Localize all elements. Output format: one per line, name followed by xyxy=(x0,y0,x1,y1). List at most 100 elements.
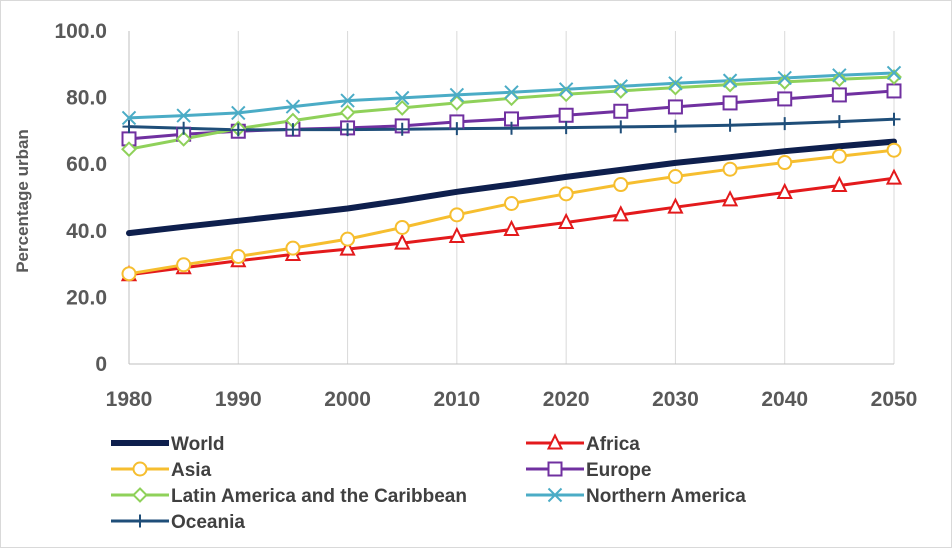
point-africa-2010 xyxy=(448,226,465,243)
x-tick-label-2010: 2010 xyxy=(433,388,480,411)
point-oceania-2010 xyxy=(450,122,464,136)
point-africa-2000 xyxy=(339,239,356,256)
point-europe-2030 xyxy=(667,99,683,115)
tick-labels: 1980 1990 2000 2010 2020 2030 2040 2050 0 20.0 40.… xyxy=(54,20,917,411)
point-africa-2035 xyxy=(721,190,739,207)
point-europe-2045 xyxy=(831,87,847,103)
point-oceania-2050 xyxy=(887,112,901,126)
point-asia-1990 xyxy=(230,248,246,264)
point-africa-2020 xyxy=(558,212,575,229)
legend-marker-northern-america xyxy=(547,487,563,503)
point-asia-2045 xyxy=(831,148,847,164)
point-northern-america-2025 xyxy=(613,79,628,94)
point-oceania-2035 xyxy=(723,118,737,132)
legend-item-europe: Europe xyxy=(526,460,651,481)
point-northern-america-2015 xyxy=(504,85,519,100)
point-latin-america-and-the-caribbean-2005 xyxy=(394,100,411,116)
x-tick-label-2030: 2030 xyxy=(652,388,699,411)
legend-label-oceania: Oceania xyxy=(171,512,245,533)
legend-label-northern-america: Northern America xyxy=(586,486,746,507)
point-northern-america-2045 xyxy=(832,68,847,83)
point-latin-america-and-the-caribbean-2030 xyxy=(667,79,684,96)
legend: World Africa Asia Europe Latin America and t… xyxy=(111,433,746,533)
point-oceania-2025 xyxy=(614,120,628,134)
point-latin-america-and-the-caribbean-2000 xyxy=(339,104,356,121)
legend-item-oceania: Oceania xyxy=(111,512,245,533)
legend-item-world: World xyxy=(111,434,224,455)
point-northern-america-1995 xyxy=(285,99,301,114)
y-tick-label-100.0: 100.0 xyxy=(54,20,107,43)
point-asia-2030 xyxy=(667,169,683,185)
axes xyxy=(128,31,894,365)
point-oceania-2020 xyxy=(559,121,573,135)
series-markers xyxy=(120,65,903,282)
point-oceania-2000 xyxy=(341,123,355,137)
point-oceania-2045 xyxy=(832,115,846,129)
point-oceania-1985 xyxy=(177,121,191,135)
point-northern-america-2050 xyxy=(886,65,902,81)
point-africa-2015 xyxy=(503,219,520,236)
legend-label-africa: Africa xyxy=(586,434,640,455)
point-latin-america-and-the-caribbean-2045 xyxy=(831,71,848,88)
point-asia-1985 xyxy=(176,257,192,273)
point-asia-2010 xyxy=(449,207,465,223)
series-line-world xyxy=(126,138,897,237)
point-asia-2025 xyxy=(613,177,629,193)
point-asia-2020 xyxy=(558,186,574,202)
point-northern-america-2030 xyxy=(668,76,683,91)
x-tick-label-2040: 2040 xyxy=(761,388,808,411)
point-europe-2025 xyxy=(613,103,629,119)
point-northern-america-1985 xyxy=(176,108,191,123)
point-europe-2035 xyxy=(722,95,738,111)
legend-item-northern-america: Northern America xyxy=(526,486,746,507)
legend-label-asia: Asia xyxy=(171,460,212,481)
point-africa-2030 xyxy=(667,197,684,214)
x-tick-label-1990: 1990 xyxy=(215,388,262,411)
legend-marker-africa xyxy=(546,433,564,450)
legend-label-world: World xyxy=(171,434,224,455)
point-europe-2020 xyxy=(558,107,574,123)
y-tick-label-0: 0 xyxy=(95,353,107,376)
legend-item-latin-america-and-the-caribbean: Latin America and the Caribbean xyxy=(111,486,467,507)
point-asia-1980 xyxy=(121,266,137,282)
point-asia-1995 xyxy=(285,240,301,256)
y-tick-label-40.0: 40.0 xyxy=(66,220,107,243)
x-tick-label-1980: 1980 xyxy=(106,388,153,411)
point-northern-america-2005 xyxy=(395,90,410,106)
x-tick-label-2050: 2050 xyxy=(871,388,918,411)
point-northern-america-2040 xyxy=(777,70,792,86)
legend-item-asia: Asia xyxy=(111,460,212,481)
point-asia-2035 xyxy=(722,161,738,177)
point-oceania-2015 xyxy=(505,121,518,135)
point-northern-america-2035 xyxy=(722,73,738,88)
point-northern-america-1980 xyxy=(121,110,137,126)
point-latin-america-and-the-caribbean-2035 xyxy=(722,76,738,93)
point-northern-america-2020 xyxy=(558,82,574,97)
y-tick-label-60.0: 60.0 xyxy=(66,153,107,176)
point-africa-2045 xyxy=(831,175,848,193)
y-tick-label-20.0: 20.0 xyxy=(66,286,107,309)
point-latin-america-and-the-caribbean-1985 xyxy=(175,130,192,147)
point-latin-america-and-the-caribbean-1980 xyxy=(121,141,137,158)
legend-marker-asia xyxy=(132,461,148,477)
point-latin-america-and-the-caribbean-2050 xyxy=(886,69,902,85)
legend-marker-europe xyxy=(547,461,563,477)
legend-marker-latin-america-and-the-caribbean xyxy=(132,487,148,503)
y-axis-title: Percentage urban xyxy=(13,129,32,273)
point-asia-2015 xyxy=(504,195,519,211)
y-tick-label-80.0: 80.0 xyxy=(66,87,107,110)
point-asia-2050 xyxy=(886,142,902,158)
point-oceania-2040 xyxy=(778,117,792,131)
point-oceania-1995 xyxy=(286,123,300,137)
point-africa-2040 xyxy=(776,182,793,200)
point-africa-2025 xyxy=(612,205,629,222)
point-oceania-1990 xyxy=(231,123,245,137)
point-northern-america-2000 xyxy=(340,93,355,108)
point-oceania-1980 xyxy=(122,120,136,134)
point-oceania-2005 xyxy=(395,122,409,136)
point-latin-america-and-the-caribbean-2020 xyxy=(558,86,575,103)
point-europe-2050 xyxy=(886,83,902,99)
point-africa-2005 xyxy=(394,233,411,250)
